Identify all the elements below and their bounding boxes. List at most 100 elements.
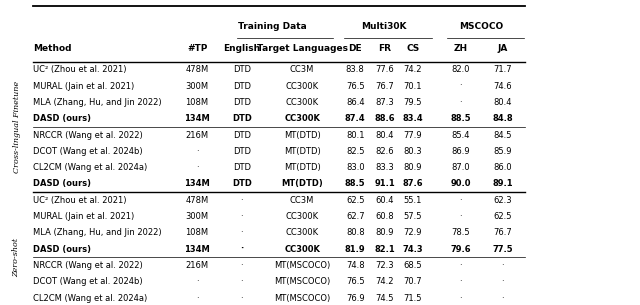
Text: DE: DE xyxy=(348,44,362,53)
Text: MT(DTD): MT(DTD) xyxy=(284,163,321,172)
Text: 85.4: 85.4 xyxy=(452,131,470,140)
Text: 83.0: 83.0 xyxy=(346,163,365,172)
Text: 478M: 478M xyxy=(186,196,209,205)
Text: 79.6: 79.6 xyxy=(451,245,471,254)
Text: 134M: 134M xyxy=(184,179,210,188)
Text: 88.5: 88.5 xyxy=(345,179,365,188)
Text: ·: · xyxy=(460,98,462,107)
Text: ·: · xyxy=(241,277,243,286)
Text: ·: · xyxy=(501,261,504,270)
Text: ZH: ZH xyxy=(454,44,468,53)
Text: 108M: 108M xyxy=(186,98,209,107)
Text: 60.4: 60.4 xyxy=(376,196,394,205)
Text: 70.7: 70.7 xyxy=(403,277,422,286)
Text: ·: · xyxy=(240,245,244,254)
Text: ·: · xyxy=(460,81,462,91)
Text: 134M: 134M xyxy=(184,114,210,123)
Text: 82.6: 82.6 xyxy=(375,147,394,156)
Text: ·: · xyxy=(460,261,462,270)
Text: 80.3: 80.3 xyxy=(403,147,422,156)
Text: CC3M: CC3M xyxy=(290,196,314,205)
Text: ·: · xyxy=(501,294,504,303)
Text: 62.5: 62.5 xyxy=(493,212,511,221)
Text: 88.5: 88.5 xyxy=(451,114,471,123)
Text: 72.9: 72.9 xyxy=(404,228,422,238)
Text: 81.9: 81.9 xyxy=(345,245,365,254)
Text: MT(MSCOCO): MT(MSCOCO) xyxy=(274,294,330,303)
Text: 62.7: 62.7 xyxy=(346,212,365,221)
Text: 72.3: 72.3 xyxy=(375,261,394,270)
Text: UC² (Zhou et al. 2021): UC² (Zhou et al. 2021) xyxy=(33,196,127,205)
Text: 88.6: 88.6 xyxy=(374,114,395,123)
Text: 80.9: 80.9 xyxy=(376,228,394,238)
Text: DTD: DTD xyxy=(233,81,251,91)
Text: 74.8: 74.8 xyxy=(346,261,365,270)
Text: DTD: DTD xyxy=(233,163,251,172)
Text: 74.3: 74.3 xyxy=(403,245,423,254)
Text: ·: · xyxy=(196,147,198,156)
Text: Zero-shot: Zero-shot xyxy=(13,238,20,277)
Text: NRCCR (Wang et al. 2022): NRCCR (Wang et al. 2022) xyxy=(33,261,143,270)
Text: 68.5: 68.5 xyxy=(403,261,422,270)
Text: 83.3: 83.3 xyxy=(375,163,394,172)
Text: Training Data: Training Data xyxy=(237,22,307,31)
Text: 82.0: 82.0 xyxy=(452,65,470,74)
Text: 134M: 134M xyxy=(184,245,210,254)
Text: ·: · xyxy=(196,277,198,286)
Text: 76.7: 76.7 xyxy=(493,228,512,238)
Text: MT(DTD): MT(DTD) xyxy=(284,131,321,140)
Text: DASD (ours): DASD (ours) xyxy=(33,245,92,254)
Text: ·: · xyxy=(241,228,243,238)
Text: 87.0: 87.0 xyxy=(451,163,470,172)
Text: 84.5: 84.5 xyxy=(493,131,511,140)
Text: 84.8: 84.8 xyxy=(492,114,513,123)
Text: DTD: DTD xyxy=(233,98,251,107)
Text: 74.5: 74.5 xyxy=(376,294,394,303)
Text: 87.4: 87.4 xyxy=(345,114,365,123)
Text: CC3M: CC3M xyxy=(290,65,314,74)
Text: 90.0: 90.0 xyxy=(451,179,471,188)
Text: Method: Method xyxy=(33,44,72,53)
Text: ·: · xyxy=(241,261,243,270)
Text: CC300K: CC300K xyxy=(285,81,319,91)
Text: 83.4: 83.4 xyxy=(403,114,423,123)
Text: Cross-lingual Finetune: Cross-lingual Finetune xyxy=(13,81,20,173)
Text: 300M: 300M xyxy=(186,81,209,91)
Text: 83.8: 83.8 xyxy=(346,65,365,74)
Text: 62.3: 62.3 xyxy=(493,196,512,205)
Text: NRCCR (Wang et al. 2022): NRCCR (Wang et al. 2022) xyxy=(33,131,143,140)
Text: DCOT (Wang et al. 2024b): DCOT (Wang et al. 2024b) xyxy=(33,147,143,156)
Text: CC300K: CC300K xyxy=(284,245,320,254)
Text: 76.9: 76.9 xyxy=(346,294,365,303)
Text: DCOT (Wang et al. 2024b): DCOT (Wang et al. 2024b) xyxy=(33,277,143,286)
Text: CC300K: CC300K xyxy=(285,98,319,107)
Text: 108M: 108M xyxy=(186,228,209,238)
Text: ·: · xyxy=(460,212,462,221)
Text: ·: · xyxy=(460,196,462,205)
Text: 77.6: 77.6 xyxy=(375,65,394,74)
Text: 80.4: 80.4 xyxy=(376,131,394,140)
Text: ·: · xyxy=(501,277,504,286)
Text: 70.1: 70.1 xyxy=(404,81,422,91)
Text: 85.9: 85.9 xyxy=(493,147,511,156)
Text: DTD: DTD xyxy=(232,114,252,123)
Text: DTD: DTD xyxy=(232,179,252,188)
Text: ·: · xyxy=(460,277,462,286)
Text: MT(DTD): MT(DTD) xyxy=(281,179,323,188)
Text: 478M: 478M xyxy=(186,65,209,74)
Text: 77.5: 77.5 xyxy=(492,245,513,254)
Text: ·: · xyxy=(460,294,462,303)
Text: 76.5: 76.5 xyxy=(346,81,365,91)
Text: #TP: #TP xyxy=(187,44,207,53)
Text: 79.5: 79.5 xyxy=(404,98,422,107)
Text: CL2CM (Wang et al. 2024a): CL2CM (Wang et al. 2024a) xyxy=(33,163,148,172)
Text: 300M: 300M xyxy=(186,212,209,221)
Text: 74.6: 74.6 xyxy=(493,81,512,91)
Text: 74.2: 74.2 xyxy=(376,277,394,286)
Text: 80.4: 80.4 xyxy=(493,98,511,107)
Text: MSCOCO: MSCOCO xyxy=(460,22,504,31)
Text: JA: JA xyxy=(497,44,508,53)
Text: English: English xyxy=(223,44,260,53)
Text: CC300K: CC300K xyxy=(285,212,319,221)
Text: ·: · xyxy=(241,212,243,221)
